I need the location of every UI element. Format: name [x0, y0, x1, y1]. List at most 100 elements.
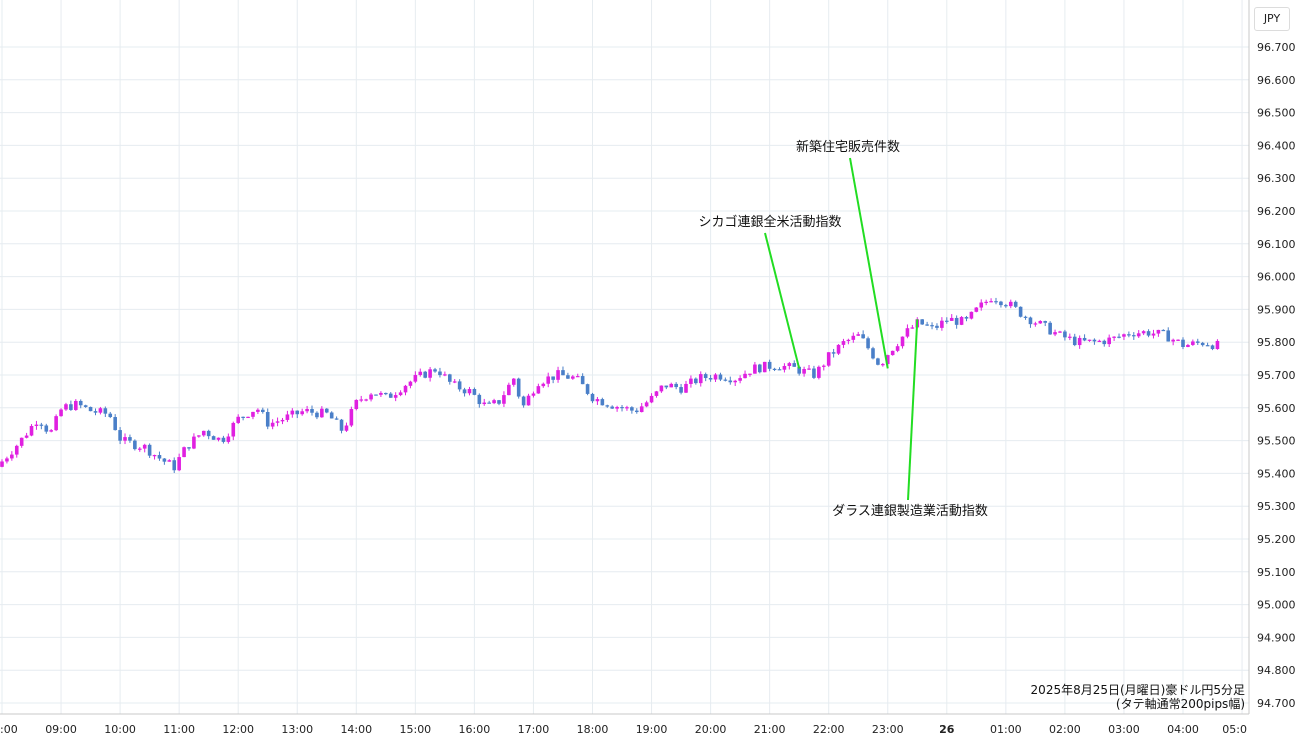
candle-body: [639, 406, 644, 413]
candle-body: [29, 425, 34, 436]
candle-body: [39, 424, 44, 426]
candle-body: [600, 399, 605, 406]
candle-body: [969, 311, 974, 319]
candle-body: [876, 358, 880, 365]
candle-body: [334, 418, 339, 420]
candle-body: [1107, 337, 1111, 345]
candle-body: [344, 425, 349, 431]
candle-body: [34, 424, 39, 426]
candle-body: [841, 341, 846, 345]
candle-body: [433, 369, 437, 372]
y-tick-label: 96.600: [1257, 74, 1296, 87]
candle-body: [438, 371, 442, 376]
candle-body: [452, 381, 457, 383]
candle-body: [753, 364, 757, 374]
candle-body: [762, 361, 767, 373]
candle-body: [733, 380, 738, 383]
candle-body: [1181, 339, 1185, 348]
candle-body: [423, 371, 427, 378]
candle-body: [24, 435, 29, 438]
candle-body: [398, 392, 403, 396]
candle-body: [541, 383, 546, 387]
candle-body: [669, 383, 674, 388]
candle-body: [1102, 340, 1107, 345]
grid: [0, 0, 1249, 714]
y-tick-label: 95.300: [1257, 500, 1296, 513]
candle-body: [743, 373, 747, 379]
candle-body: [118, 430, 122, 441]
candle-body: [457, 381, 462, 390]
candle-body: [713, 374, 718, 380]
annotation-line: [764, 232, 801, 369]
candle-body: [703, 374, 708, 379]
candle-body: [1215, 340, 1220, 350]
candle-body: [556, 370, 560, 380]
x-tick-label: 10:00: [104, 723, 136, 736]
candle-body: [615, 407, 619, 409]
candle-body: [251, 411, 255, 417]
x-tick-label: 19:00: [636, 723, 668, 736]
candle-body: [221, 437, 226, 442]
candle-body: [964, 317, 969, 319]
candle-body: [14, 445, 19, 455]
candle-body: [1191, 341, 1195, 345]
candle-body: [462, 389, 467, 394]
x-tick-label: 16:00: [459, 723, 491, 736]
y-tick-label: 95.700: [1257, 369, 1296, 382]
candle-body: [689, 378, 693, 384]
candle-body: [206, 430, 211, 437]
candle-body: [772, 368, 777, 371]
candle-body: [792, 363, 797, 367]
candle-body: [44, 425, 49, 432]
candle-body: [1053, 332, 1057, 335]
candle-body: [846, 339, 851, 342]
candle-body: [748, 373, 752, 375]
candle-body: [566, 375, 570, 379]
candle-body: [575, 376, 580, 378]
candle-body: [108, 413, 113, 418]
y-tick-label: 96.500: [1257, 107, 1296, 120]
candle-body: [797, 366, 801, 374]
candle-body: [310, 409, 314, 413]
candle-body: [354, 399, 359, 410]
candle-body: [408, 381, 413, 386]
candle-body: [93, 411, 98, 413]
candle-body: [694, 378, 698, 384]
x-tick-label: 09:00: [45, 723, 77, 736]
candle-body: [428, 369, 432, 378]
candle-body: [54, 416, 58, 431]
candle-body: [866, 338, 870, 349]
x-tick-label: 26: [939, 723, 955, 736]
candle-body: [379, 392, 383, 395]
candle-body: [236, 416, 240, 423]
candle-body: [275, 421, 280, 423]
candle-body: [758, 364, 762, 373]
candle-body: [900, 336, 905, 347]
candle-body: [974, 307, 979, 312]
candle-body: [1161, 329, 1166, 332]
candle-body: [787, 363, 792, 366]
candle-body: [261, 409, 265, 413]
x-tick-label: 01:00: [990, 723, 1022, 736]
candle-body: [659, 385, 664, 392]
candle-body: [256, 409, 260, 412]
candle-body: [1058, 331, 1062, 333]
y-tick-label: 95.200: [1257, 533, 1296, 546]
candle-body: [172, 460, 177, 471]
candle-body: [1141, 331, 1146, 334]
candle-body: [1018, 306, 1023, 317]
candle-body: [905, 328, 910, 337]
candle-body: [1043, 321, 1048, 323]
candle-body: [0, 461, 4, 467]
candle-body: [895, 346, 900, 351]
candle-body: [1156, 329, 1161, 334]
currency-badge[interactable]: JPY: [1254, 7, 1290, 31]
candle-body: [487, 402, 491, 404]
candle-body: [649, 395, 654, 403]
annotation-label: シカゴ連銀全米活動指数: [698, 214, 841, 230]
y-tick-label: 95.800: [1257, 336, 1296, 349]
candle-body: [64, 404, 68, 410]
candle-body: [590, 393, 595, 402]
candle-body: [69, 404, 73, 410]
